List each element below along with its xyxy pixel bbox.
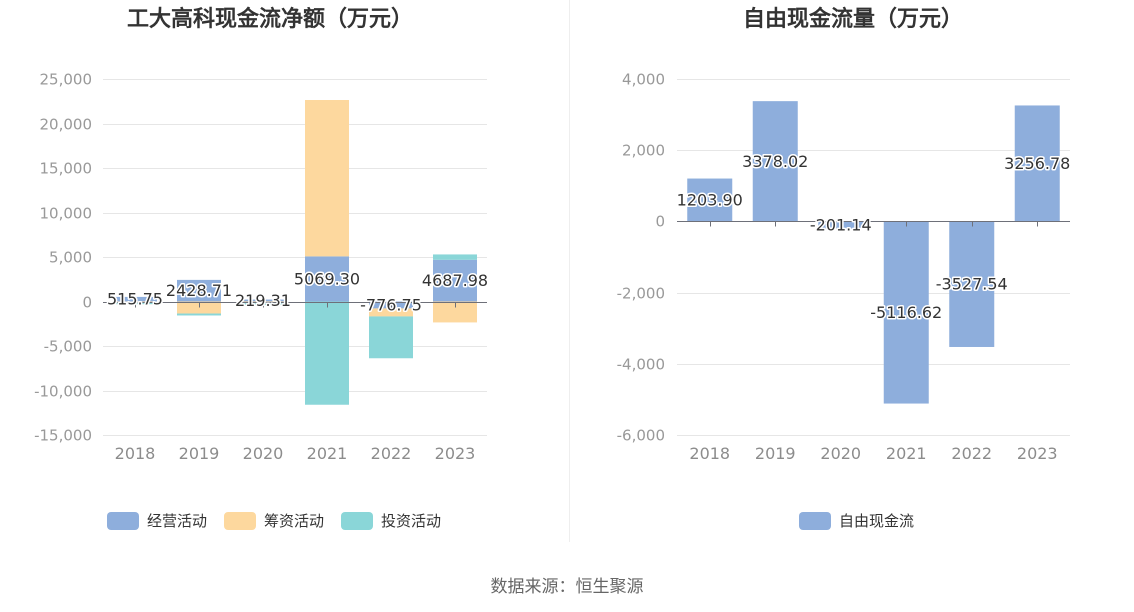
legend-label: 自由现金流 [839,512,914,530]
x-tick-label-2023: 2023 [1017,444,1058,463]
bars [687,101,1060,404]
y-tick-label: 25,000 [40,71,93,89]
y-tick-label: 0 [82,294,92,312]
legend-label: 经营活动 [147,512,207,530]
bar-2019-series-1 [177,279,221,302]
y-axis: -6,000 -4,000 -2,000 0 2,000 4,000 [617,71,665,445]
legend-item-1[interactable]: 自由现金流 [799,512,914,530]
x-axis: 2018 2019 2020 2021 2022 2023 [103,302,487,463]
data-label-2020: -201.14 [810,215,872,234]
y-tick-label: -5,000 [44,338,92,356]
legend-swatch [224,512,256,530]
free-cashflow-chart: 自由现金流量（万元） -6,000 -4,000 -2,000 0 2,000 4,000… [617,6,1072,530]
bar-2020-series-1 [241,299,285,302]
legend-swatch [341,512,373,530]
data-label-2018: 515.75 [107,290,163,309]
bar-2019-series-2 [177,301,221,314]
bar-2022-series-1 [949,221,995,347]
y-tick-label: 5,000 [49,249,92,267]
legend: 自由现金流 [799,512,914,530]
y-tick-label: 2,000 [622,142,665,160]
x-tick-label-2023: 2023 [435,444,476,463]
legend-item-1[interactable]: 经营活动 [107,512,207,530]
bar-2023-series-2 [433,301,477,323]
y-tick-label: -10,000 [34,383,92,401]
bar-2023-series-3 [433,254,477,260]
bar-2022-series-2 [369,308,413,317]
bar-2019-series-3 [177,313,221,316]
bar-2023-series-1 [433,259,477,302]
legend-item-3[interactable]: 投资活动 [341,512,441,530]
data-label-2022: -776.75 [360,295,422,314]
x-tick-label-2018: 2018 [115,444,156,463]
grid [103,79,487,436]
data-label-2018: 1203.90 [677,190,743,209]
chart-title: 工大高科现金流净额（万元） [127,6,413,32]
y-tick-label: 15,000 [40,160,93,178]
legend-label: 投资活动 [381,512,441,530]
y-axis: -15,000 -10,000 -5,000 0 5,000 10,000 15,000 20… [34,71,92,445]
data-label-2021: 5069.30 [294,269,360,288]
data-label-2023: 3256.78 [1004,154,1070,173]
bar-2022-series-3 [369,316,413,359]
data-label-2020: 219.31 [235,291,291,310]
x-tick-label-2021: 2021 [307,444,348,463]
legend-item-2[interactable]: 筹资活动 [224,512,324,530]
bar-2023-series-1 [1014,105,1060,222]
chart-title: 自由现金流量（万元） [743,6,963,32]
y-tick-label: 4,000 [622,71,665,89]
bar-2018-series-1 [113,296,157,302]
y-tick-label: 0 [655,213,665,231]
data-labels: 1203.90 3378.02 -201.14 -5116.62 -3527.54 325… [675,150,1072,323]
data-label-2021: -5116.62 [870,303,942,322]
x-axis: 2018 2019 2020 2021 2022 2023 [677,221,1070,463]
data-label-2023: 4687.98 [422,271,488,290]
source-note: 数据来源：恒生聚源 [491,577,644,597]
x-tick-label-2022: 2022 [371,444,412,463]
x-tick-label-2019: 2019 [755,444,796,463]
bar-2021-series-1 [305,256,349,302]
y-tick-label: -4,000 [617,356,665,374]
x-tick-label-2021: 2021 [886,444,927,463]
y-tick-label: -2,000 [617,285,665,303]
data-label-2019: 2428.71 [166,281,232,300]
x-tick-label-2019: 2019 [179,444,220,463]
x-tick-label-2018: 2018 [689,444,730,463]
bar-2019-series-1 [752,101,798,222]
bar-2020-series-1 [818,221,864,229]
y-tick-label: 20,000 [40,116,93,134]
y-tick-label: 10,000 [40,205,93,223]
bars [113,100,477,405]
data-label-2022: -3527.54 [936,275,1008,294]
y-tick-label: -6,000 [617,427,665,445]
data-label-2019: 3378.02 [742,152,808,171]
y-tick-label: -15,000 [34,427,92,445]
legend-swatch [107,512,139,530]
legend-swatch [799,512,831,530]
legend-label: 筹资活动 [264,512,324,530]
x-tick-label-2022: 2022 [951,444,992,463]
bar-2021-series-3 [305,301,349,405]
legend: 经营活动 筹资活动 投资活动 [107,512,441,530]
grid [677,79,1070,436]
net-cashflow-chart: 工大高科现金流净额（万元） -15,000 -10,000 -5,000 0 5,000… [34,6,490,530]
x-tick-label-2020: 2020 [820,444,861,463]
x-tick-label-2020: 2020 [243,444,284,463]
bar-2018-series-1 [687,178,733,222]
bar-2021-series-1 [883,221,929,404]
bar-2021-series-2 [305,100,349,257]
